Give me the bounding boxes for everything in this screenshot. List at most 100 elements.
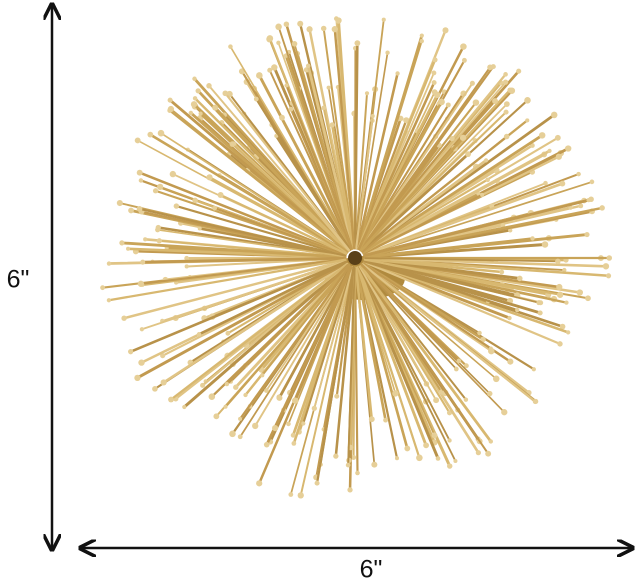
spike-tip [225,330,231,336]
spike [322,106,354,250]
spike-tip [243,392,248,398]
spike-tip [568,205,573,210]
spike-tip [297,492,304,499]
spike-tip [584,231,590,238]
spike-tip [160,353,166,359]
spike [122,259,347,320]
spike-tip [433,397,440,404]
spike-tip [488,346,493,351]
spike [139,258,347,285]
spike [360,263,461,363]
spike-tip [306,26,313,33]
spike-tip [536,300,542,306]
spike-tip [167,97,173,103]
starburst-sculpture [100,16,613,499]
spike-tip [606,273,612,279]
spike-tip [530,236,535,241]
spike [360,152,470,253]
spike-tip [507,358,514,365]
spike-tip [253,96,259,102]
spike-tip [121,315,127,321]
spike-tip [197,226,202,231]
spike-tip [550,111,558,119]
spike [363,258,562,296]
spike [360,137,454,252]
spike-tip [576,289,584,296]
spike-tip [237,434,243,440]
spike-tip [138,178,144,183]
spike [363,237,534,258]
spike [299,266,354,497]
spike [363,260,562,345]
spike-tip [355,470,360,476]
spike-tip [485,177,490,183]
spike-tip [291,41,298,47]
spike-tip [134,374,141,381]
spike-tip [447,438,452,443]
spike [141,256,347,264]
spike-tip [465,151,471,158]
spike [224,92,351,252]
spike-tip [557,341,563,347]
spike-tip [264,388,269,393]
spike-tip [559,323,566,330]
spike-tip [286,421,291,427]
spike-tip [128,207,134,214]
spike [355,114,374,250]
spike-tip [198,111,203,116]
spike-tip [453,366,459,372]
spike [362,193,484,255]
spike [355,72,399,250]
spike-tip [503,72,508,77]
spike-tip [501,409,508,416]
spike-tip [477,330,482,336]
spike-tip [516,68,522,74]
spike-tip [503,109,509,115]
spike-tip [143,237,148,242]
spike-tip [565,145,572,152]
spike [224,264,350,408]
spike-tip [586,197,591,203]
spike-tip [238,416,243,421]
spike [140,260,347,331]
spike-tip [290,432,296,438]
spike [355,266,387,422]
spike-tip [168,396,174,403]
spike [169,263,349,401]
spike-tip [500,223,506,228]
spike-tip [492,98,499,105]
spike-tip [517,275,523,282]
spike-tip [543,180,548,186]
spike [362,149,551,255]
spike-tip [432,57,438,63]
spike [334,266,356,458]
spike [148,133,348,255]
spike-tip [419,38,424,44]
spike [354,266,374,421]
spike-tip [184,264,189,269]
spike [363,259,540,304]
spike [364,257,559,263]
spike-tip [562,267,567,273]
spike-tip [192,96,198,101]
spike-tip [256,480,263,487]
spike-tip [554,134,561,141]
spike [361,135,508,253]
spike-tip [155,227,161,233]
spike-tip [200,382,206,388]
spike-tip [503,133,510,140]
spike [254,265,352,427]
spike [362,179,489,254]
spike-tip [326,85,331,90]
spike-tip [371,461,378,468]
spike [138,171,348,256]
spike-tip [555,258,561,265]
spike-tip [271,64,278,71]
spike [361,103,508,252]
spike [135,261,348,380]
spike [322,27,355,250]
spike-tip [152,188,159,194]
spike [175,204,347,257]
spike-tip [267,67,273,73]
spike [213,106,350,252]
